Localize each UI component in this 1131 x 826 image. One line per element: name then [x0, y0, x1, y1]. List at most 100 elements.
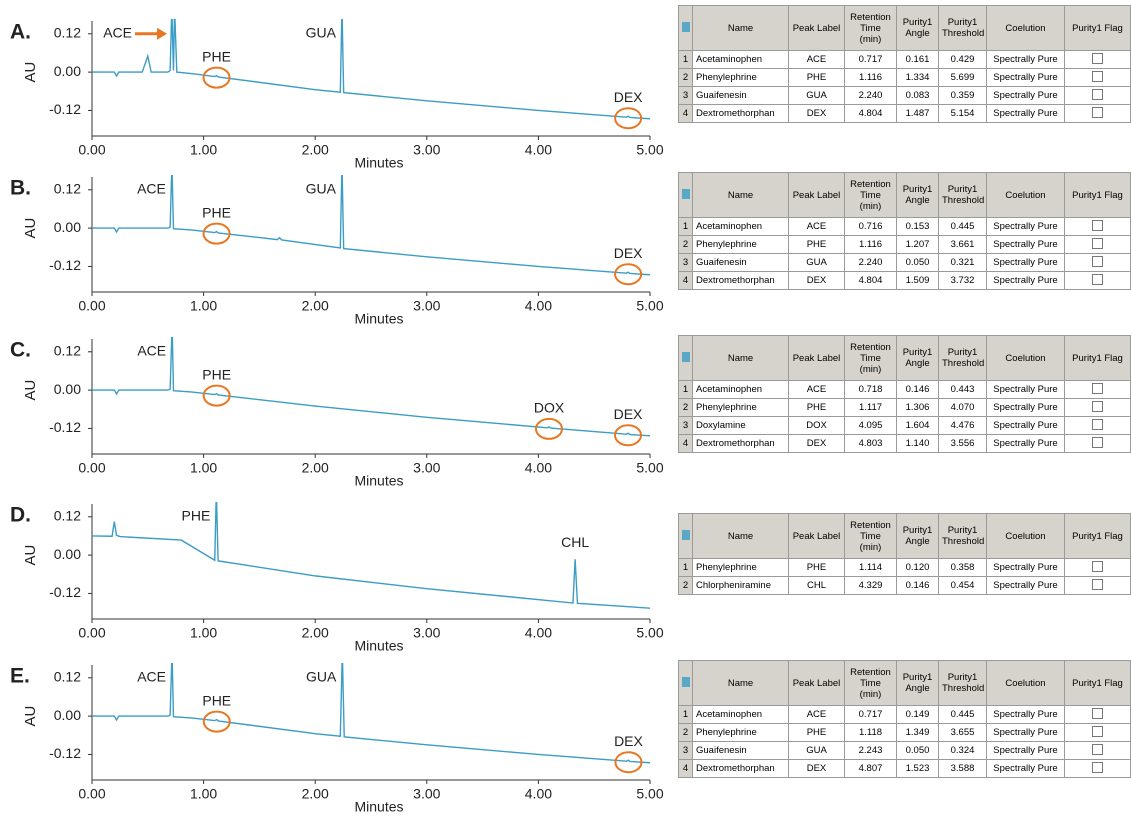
cell: 0.443 — [938, 380, 987, 399]
trace — [92, 337, 651, 437]
flag-cell — [1064, 68, 1131, 87]
cell: 0.324 — [938, 741, 987, 760]
peak-label: PHE — [182, 507, 211, 523]
column-header: Purity1 Threshold — [938, 5, 987, 51]
cell: 1 — [678, 50, 693, 69]
peak-label: ACE — [137, 180, 166, 196]
peak-label: DEX — [614, 406, 643, 422]
peak-label: GUA — [306, 24, 337, 40]
header-icon — [678, 660, 693, 706]
cell: 3.655 — [938, 723, 987, 742]
column-header: Name — [692, 660, 789, 706]
y-tick-label: -0.12 — [49, 745, 81, 761]
cell: Dextromethorphan — [692, 434, 789, 453]
x-tick-label: 4.00 — [525, 142, 552, 158]
x-tick-label: 3.00 — [413, 786, 440, 802]
column-header: Retention Time (min) — [844, 172, 897, 218]
x-tick-label: 3.00 — [413, 460, 440, 476]
cell: ACE — [788, 380, 845, 399]
x-axis-label: Minutes — [354, 155, 403, 171]
cell: 1.604 — [896, 416, 939, 435]
y-tick-label: -0.12 — [49, 101, 81, 117]
column-header: Purity1 Angle — [896, 5, 939, 51]
y-tick-label: -0.12 — [49, 584, 81, 600]
x-tick-label: 4.00 — [525, 625, 552, 641]
cell: 1.487 — [896, 104, 939, 123]
cell: Spectrally Pure — [986, 86, 1065, 105]
flag-cell — [1064, 398, 1131, 417]
cell: 2.240 — [844, 86, 897, 105]
column-header: Purity1 Flag — [1064, 335, 1131, 381]
cell: 0.359 — [938, 86, 987, 105]
cell: Spectrally Pure — [986, 434, 1065, 453]
y-axis-label: AU — [22, 62, 39, 83]
table-row: 1 Acetaminophen ACE 0.717 0.149 0.445 Spectral… — [678, 705, 1131, 724]
panel: C. AU Minutes 0.12 0.00 -0.12 0.00 1.00 2.00 3.00… — [10, 337, 664, 489]
column-header: Coelution — [986, 335, 1065, 381]
cell: 2 — [678, 723, 693, 742]
x-tick-label: 3.00 — [413, 142, 440, 158]
header-icon — [678, 5, 693, 51]
cell: 3.556 — [938, 434, 987, 453]
x-tick-label: 5.00 — [636, 142, 663, 158]
peak-label: DOX — [534, 400, 565, 416]
checkbox — [1092, 382, 1103, 394]
peak-label: PHE — [202, 204, 231, 220]
y-tick-label: -0.12 — [49, 257, 81, 273]
cell: 0.718 — [844, 380, 897, 399]
cell: 0.717 — [844, 50, 897, 69]
cell: 0.083 — [896, 86, 939, 105]
cell: 4.807 — [844, 759, 897, 778]
cell: 1.117 — [844, 398, 897, 417]
cell: 0.321 — [938, 253, 987, 272]
cell: 4.803 — [844, 434, 897, 453]
table-row: 1 Acetaminophen ACE 0.716 0.153 0.445 Spectral… — [678, 217, 1131, 236]
peak-label: ACE — [137, 668, 166, 684]
checkbox — [1092, 578, 1103, 590]
flag-cell — [1064, 416, 1131, 435]
cell: 4 — [678, 759, 693, 778]
peak-table: Name Peak Label Retention Time (min) Purity… — [678, 335, 1131, 453]
peak-table: Name Peak Label Retention Time (min) Purity… — [678, 5, 1131, 123]
checkbox — [1092, 52, 1103, 64]
table-row: 3 Guaifenesin GUA 2.240 0.083 0.359 Spectrally… — [678, 86, 1131, 105]
peak-circle — [202, 710, 231, 733]
flag-cell — [1064, 723, 1131, 742]
column-header: Purity1 Flag — [1064, 513, 1131, 559]
cell: Spectrally Pure — [986, 558, 1065, 577]
table-row: 4 Dextromethorphan DEX 4.804 1.509 3.732 Spect… — [678, 271, 1131, 290]
flag-cell — [1064, 741, 1131, 760]
cell: 0.050 — [896, 253, 939, 272]
cell: Dextromethorphan — [692, 759, 789, 778]
column-header: Purity1 Flag — [1064, 660, 1131, 706]
peak-label: PHE — [202, 692, 231, 708]
cell: Phenylephrine — [692, 68, 789, 87]
cell: Spectrally Pure — [986, 271, 1065, 290]
cell: Acetaminophen — [692, 705, 789, 724]
cell: 4 — [678, 104, 693, 123]
cell: 2 — [678, 576, 693, 595]
header-row: Name Peak Label Retention Time (min) Purity… — [678, 5, 1131, 51]
cell: Chlorpheniramine — [692, 576, 789, 595]
cell: Spectrally Pure — [986, 576, 1065, 595]
table-row: 1 Phenylephrine PHE 1.114 0.120 0.358 Spectral… — [678, 558, 1131, 577]
panel-label: E. — [10, 665, 30, 688]
cell: Spectrally Pure — [986, 759, 1065, 778]
x-tick-label: 1.00 — [190, 298, 217, 314]
x-tick-label: 0.00 — [78, 298, 105, 314]
table-row: 4 Dextromethorphan DEX 4.807 1.523 3.588 Spect… — [678, 759, 1131, 778]
cell: 0.050 — [896, 741, 939, 760]
cell: 1 — [678, 705, 693, 724]
table-row: 3 Doxylamine DOX 4.095 1.604 4.476 Spectrally … — [678, 416, 1131, 435]
peak-circle — [614, 424, 643, 447]
panel: D. AU Minutes 0.12 0.00 -0.12 0.00 1.00 2.00 3.00… — [10, 502, 664, 654]
checkbox — [1092, 436, 1103, 448]
cell: 0.717 — [844, 705, 897, 724]
flag-cell — [1064, 759, 1131, 778]
cell: PHE — [788, 398, 845, 417]
checkbox — [1092, 400, 1103, 412]
y-tick-label: -0.12 — [49, 419, 81, 435]
column-header: Name — [692, 172, 789, 218]
column-header: Purity1 Angle — [896, 172, 939, 218]
cell: Guaifenesin — [692, 741, 789, 760]
